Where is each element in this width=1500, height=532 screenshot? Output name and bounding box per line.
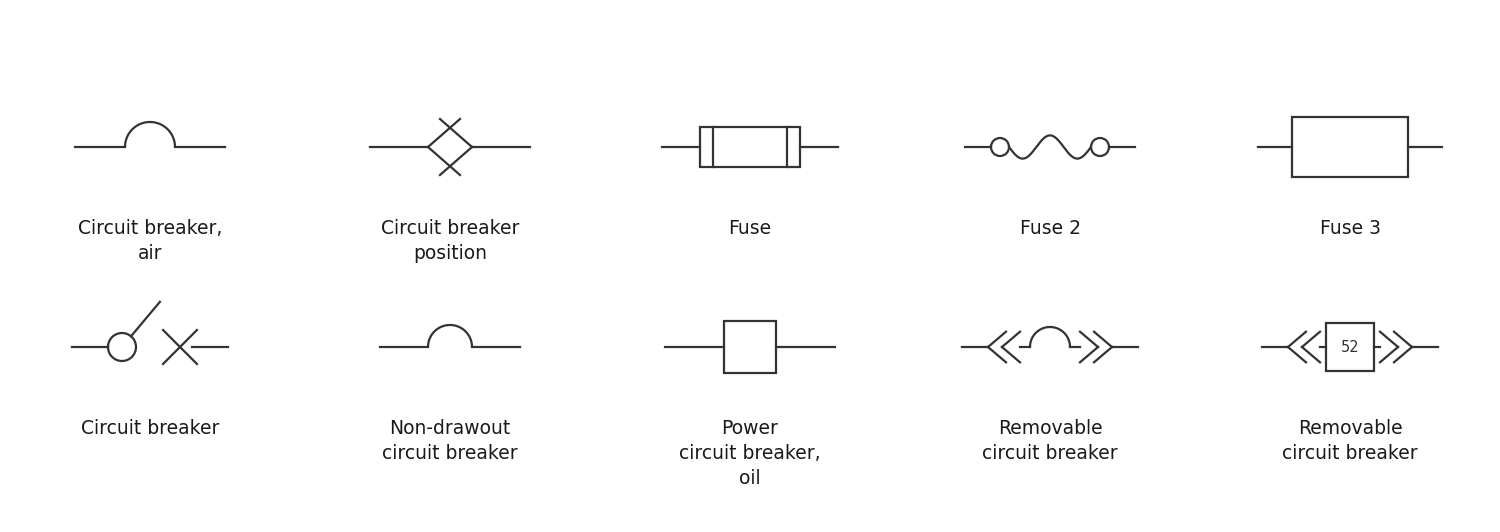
Bar — [1292, 117, 1408, 177]
Bar — [700, 127, 800, 167]
Text: Circuit breaker,
air: Circuit breaker, air — [78, 219, 222, 263]
Text: Power
circuit breaker,
oil: Power circuit breaker, oil — [680, 419, 820, 488]
Text: 52: 52 — [1341, 339, 1359, 354]
Text: Fuse 2: Fuse 2 — [1020, 219, 1080, 238]
Text: Fuse: Fuse — [729, 219, 771, 238]
Text: Circuit breaker: Circuit breaker — [81, 419, 219, 438]
Bar — [724, 321, 776, 373]
Text: Fuse 3: Fuse 3 — [1320, 219, 1380, 238]
Bar — [1326, 323, 1374, 371]
Text: Non-drawout
circuit breaker: Non-drawout circuit breaker — [382, 419, 518, 463]
Text: Circuit breaker
position: Circuit breaker position — [381, 219, 519, 263]
Text: Removable
circuit breaker: Removable circuit breaker — [1282, 419, 1418, 463]
Text: Removable
circuit breaker: Removable circuit breaker — [982, 419, 1118, 463]
